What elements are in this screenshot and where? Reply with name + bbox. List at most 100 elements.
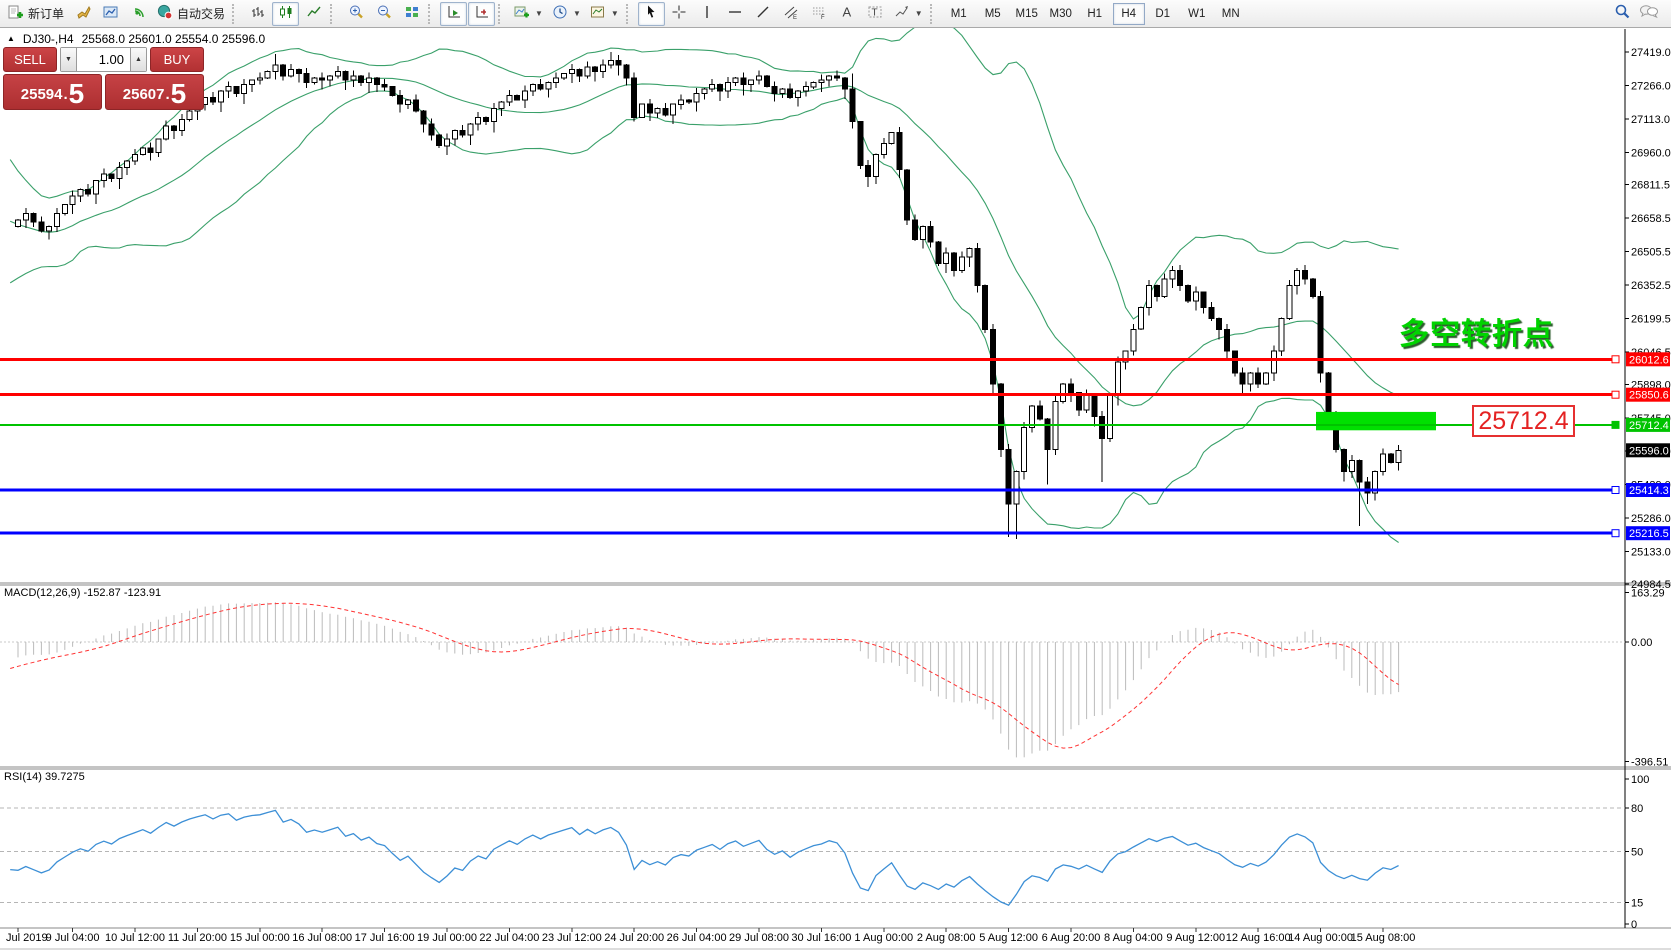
rsi-line <box>10 809 1399 907</box>
tile-windows-icon <box>404 4 420 23</box>
bar-chart-button[interactable] <box>244 2 271 26</box>
sell-button[interactable]: SELL <box>3 47 57 72</box>
svg-text:27113.0: 27113.0 <box>1631 114 1670 126</box>
timeframe-M15[interactable]: M15 <box>1015 7 1038 20</box>
volume-increase-button[interactable]: ▲ <box>130 47 147 72</box>
data-window-toggle-icon[interactable]: ▲ <box>7 33 15 43</box>
auto-scroll-button[interactable] <box>440 1 468 26</box>
templates-button[interactable]: ▼ <box>586 2 623 26</box>
text-icon: A <box>839 4 855 23</box>
chart-title: ▲ DJ30-,H4 25568.0 25601.0 25554.0 25596… <box>7 32 265 46</box>
timeframe-D1[interactable]: D1 <box>1155 7 1171 20</box>
equidistant-channel-button[interactable]: E <box>778 2 805 26</box>
svg-text:25850.6: 25850.6 <box>1629 390 1669 402</box>
bollinger-bands[interactable] <box>9 22 1399 543</box>
buy-price-pips: 5 <box>170 78 187 109</box>
toolbar: 新订单 自动交易 <box>0 0 1671 28</box>
shapes-button[interactable]: ▼ <box>890 2 927 26</box>
profiles-icon <box>75 4 91 23</box>
timeframe-H1[interactable]: H1 <box>1087 7 1103 20</box>
pane-separators <box>0 29 1671 950</box>
svg-text:27419.0: 27419.0 <box>1631 47 1671 59</box>
svg-text:27266.0: 27266.0 <box>1631 80 1671 92</box>
svg-text:26658.5: 26658.5 <box>1631 213 1671 225</box>
toolbar-grip <box>330 3 337 24</box>
text-button[interactable]: A <box>834 2 861 26</box>
svg-text:26960.0: 26960.0 <box>1631 147 1671 159</box>
new-order-button[interactable]: 新订单 <box>4 2 68 26</box>
horizontal-line-button[interactable] <box>722 2 749 26</box>
svg-text:-396.51: -396.51 <box>1631 757 1668 769</box>
timeframe-M30[interactable]: M30 <box>1049 7 1072 20</box>
tile-windows-button[interactable] <box>398 2 425 26</box>
trendline-button[interactable] <box>750 2 777 26</box>
svg-text:29 Jul 08:00: 29 Jul 08:00 <box>729 932 789 944</box>
svg-text:26352.5: 26352.5 <box>1631 280 1671 292</box>
buy-price-box[interactable]: 25607 . 5 <box>105 74 204 110</box>
cursor-icon <box>643 4 659 23</box>
toolbar-grip <box>498 3 505 24</box>
timeframe-M1[interactable]: M1 <box>950 7 967 20</box>
clock-icon <box>552 4 568 23</box>
toolbar-grip <box>625 3 633 24</box>
crosshair-button[interactable] <box>666 2 693 26</box>
periods-button[interactable]: ▼ <box>548 2 585 26</box>
chart-symbol-period: DJ30-,H4 <box>22 32 74 46</box>
macd-indicator-label: MACD(12,26,9) -152.87 -123.91 <box>4 587 162 599</box>
chat-icon[interactable] <box>1639 3 1659 25</box>
svg-text:25414.3: 25414.3 <box>1629 485 1669 497</box>
dropdown-caret-icon: ▼ <box>610 9 619 18</box>
buy-price-main: 25607 <box>122 86 165 103</box>
svg-text:15 Jul 00:00: 15 Jul 00:00 <box>230 932 290 944</box>
timeframe-W1[interactable]: W1 <box>1188 7 1206 20</box>
zoom-out-icon <box>376 4 392 23</box>
svg-text:25596.0: 25596.0 <box>1629 445 1669 457</box>
horizontal-line-icon <box>727 4 743 23</box>
text-label-icon: T <box>867 4 883 23</box>
sell-price-box[interactable]: 25594 . 5 <box>3 74 102 110</box>
zoom-in-button[interactable] <box>342 2 369 26</box>
price-callout-label[interactable]: 25712.4 <box>1472 405 1575 437</box>
fibonacci-button[interactable]: F <box>806 2 833 26</box>
new-order-icon <box>8 4 24 23</box>
dropdown-caret-icon: ▼ <box>914 9 923 18</box>
svg-text:E: E <box>793 15 797 20</box>
macd-histogram <box>17 602 1400 758</box>
new-chart-button[interactable] <box>97 2 124 26</box>
vertical-line-button[interactable] <box>694 2 721 26</box>
buy-button[interactable]: BUY <box>150 47 204 72</box>
svg-text:T: T <box>872 8 878 19</box>
zoom-out-button[interactable] <box>370 2 397 26</box>
toolbar-grip <box>929 3 937 24</box>
candlestick-chart-button[interactable] <box>272 1 300 26</box>
svg-text:0: 0 <box>1631 919 1637 931</box>
line-chart-button[interactable] <box>300 2 327 26</box>
indicators-button[interactable]: ▼ <box>510 2 547 26</box>
svg-text:25216.5: 25216.5 <box>1629 528 1669 540</box>
search-icon[interactable] <box>1614 3 1631 25</box>
cursor-button[interactable] <box>637 1 665 26</box>
turning-point-annotation[interactable]: 多空转折点 <box>1399 318 1554 351</box>
horizontal-lines[interactable] <box>0 355 1620 538</box>
timeframe-H4[interactable]: H4 <box>1112 2 1145 25</box>
volume-decrease-button[interactable]: ▼ <box>60 47 77 72</box>
volume-input[interactable] <box>77 47 130 72</box>
svg-text:16 Jul 08:00: 16 Jul 08:00 <box>292 932 352 944</box>
auto-trading-icon <box>157 4 173 23</box>
timeframe-MN[interactable]: MN <box>1221 7 1240 20</box>
chart-shift-button[interactable] <box>468 1 496 26</box>
signals-button[interactable] <box>125 2 152 26</box>
svg-text:26199.5: 26199.5 <box>1631 313 1671 325</box>
timeframe-M5[interactable]: M5 <box>984 7 1001 20</box>
green-highlight-box[interactable] <box>1316 411 1436 431</box>
profiles-button[interactable] <box>69 2 96 26</box>
toolbar-grip <box>428 3 435 24</box>
svg-text:12 Aug 16:00: 12 Aug 16:00 <box>1226 932 1291 944</box>
svg-text:F: F <box>821 15 825 20</box>
auto-trading-button[interactable]: 自动交易 <box>153 2 229 26</box>
shapes-icon <box>894 4 910 23</box>
toolbar-grip <box>232 3 239 24</box>
text-label-button[interactable]: T <box>862 2 889 26</box>
